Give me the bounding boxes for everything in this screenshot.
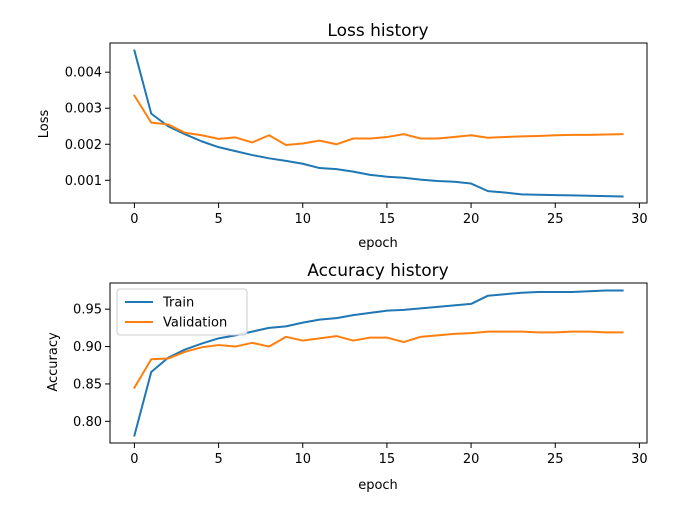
loss-x-tick-label: 15 — [379, 212, 396, 227]
loss-chart-title: Loss history — [327, 21, 428, 41]
accuracy-chart-panel: Accuracy history 0 5 10 15 20 25 30 0.80 0.85 0.9… — [46, 261, 648, 493]
loss-x-tick-label: 20 — [463, 212, 480, 227]
loss-x-tick-label: 30 — [631, 212, 648, 227]
accuracy-x-tick-label: 25 — [547, 452, 564, 467]
accuracy-axes-frame — [109, 282, 648, 444]
loss-y-tick-label: 0.004 — [65, 66, 102, 81]
accuracy-x-tick-label: 15 — [379, 452, 396, 467]
accuracy-y-tick-label: 0.85 — [73, 377, 102, 392]
loss-y-tick-label: 0.002 — [65, 138, 102, 153]
loss-axes-frame — [109, 42, 648, 204]
accuracy-plot-area: 0 5 10 15 20 25 30 0.80 0.85 0.90 0.95 Train Validat… — [73, 282, 648, 467]
loss-x-tick-label: 0 — [130, 212, 138, 227]
loss-y-tick-label: 0.003 — [65, 102, 102, 117]
accuracy-chart-title: Accuracy history — [307, 261, 449, 281]
accuracy-y-tick-label: 0.90 — [73, 340, 102, 355]
loss-chart-panel: Loss history 0 5 10 15 20 25 30 0.001 0.002 0.003… — [37, 21, 648, 251]
loss-y-tick-label: 0.001 — [65, 174, 102, 189]
loss-plot-area: 0 5 10 15 20 25 30 0.001 0.002 0.003 0.004 — [65, 42, 648, 227]
loss-y-axis-label: Loss — [37, 110, 52, 139]
loss-series-1-line — [133, 49, 624, 198]
accuracy-x-tick-label: 0 — [130, 452, 138, 467]
accuracy-x-tick-label: 20 — [463, 452, 480, 467]
loss-x-tick-label: 5 — [214, 212, 222, 227]
accuracy-y-tick-label: 0.95 — [73, 303, 102, 318]
accuracy-x-axis-label: epoch — [358, 478, 398, 493]
accuracy-legend-box — [116, 288, 248, 336]
loss-x-tick-label: 25 — [547, 212, 564, 227]
loss-series-2-line — [133, 94, 624, 146]
accuracy-x-tick-label: 10 — [294, 452, 311, 467]
accuracy-x-tick-label: 30 — [631, 452, 648, 467]
accuracy-train-line — [133, 289, 624, 437]
accuracy-legend: Train Validation — [116, 288, 248, 336]
loss-x-tick-label: 10 — [294, 212, 311, 227]
loss-x-axis-label: epoch — [358, 236, 398, 251]
accuracy-legend-label-validation: Validation — [163, 316, 227, 331]
accuracy-validation-line — [133, 330, 624, 390]
accuracy-y-tick-label: 0.80 — [73, 415, 102, 430]
accuracy-legend-label-train: Train — [162, 296, 194, 311]
accuracy-y-axis-label: Accuracy — [46, 332, 61, 392]
accuracy-x-tick-label: 5 — [214, 452, 222, 467]
